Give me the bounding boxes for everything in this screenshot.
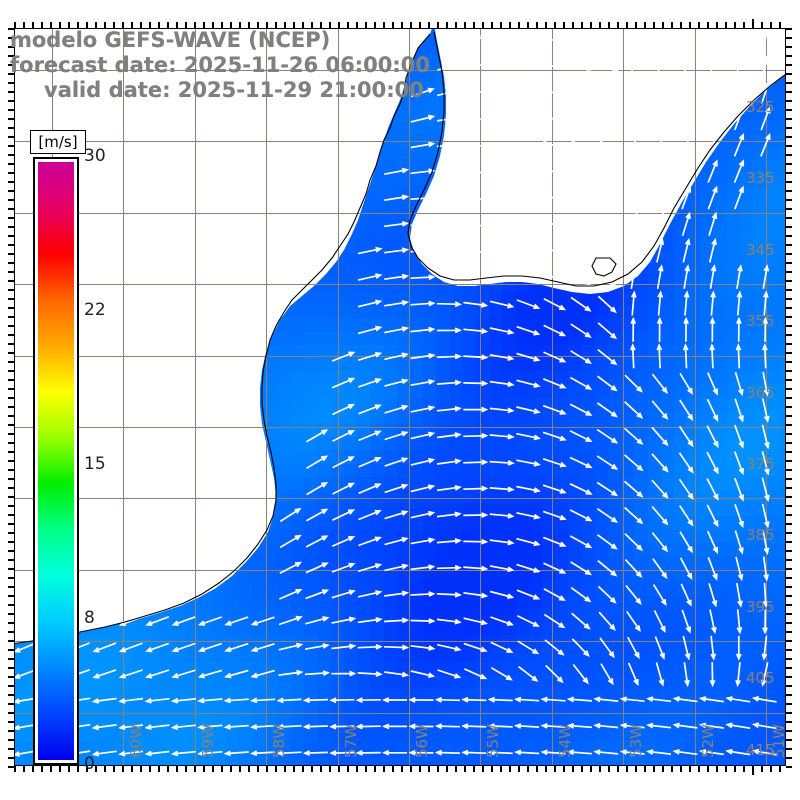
latitude-label-405: 405: [746, 669, 775, 688]
right-axis-ticks: [786, 28, 796, 768]
colorbar-gradient: [38, 162, 74, 760]
latitude-label-395: 395: [746, 597, 775, 616]
map-plot-area[interactable]: [14, 28, 786, 766]
longitude-label-55W: 55W: [484, 724, 503, 758]
latitude-label-355: 355: [746, 312, 775, 331]
longitude-label-58W: 58W: [270, 724, 289, 758]
colorbar-box: [33, 157, 79, 765]
latitude-label-385: 385: [746, 526, 775, 545]
colorbar-tick-22: 22: [84, 300, 106, 320]
colorbar-tick-15: 15: [84, 454, 106, 474]
colorbar-tick-0: 0: [84, 754, 95, 774]
latitude-label-365: 365: [746, 383, 775, 402]
colorbar-tick-30: 30: [84, 146, 106, 166]
longitude-label-52W: 52W: [698, 724, 717, 758]
bottom-axis-ticks: [14, 766, 786, 776]
latitude-label-375: 375: [746, 455, 775, 473]
windspeed-raster: [14, 28, 786, 766]
longitude-label-59W: 59W: [198, 724, 217, 758]
longitude-label-54W: 54W: [555, 724, 574, 758]
colorbar[interactable]: [33, 157, 79, 765]
colorbar-tick-8: 8: [84, 608, 95, 629]
latitude-label-415: 415: [746, 740, 775, 759]
latitude-label-335: 335: [746, 169, 775, 188]
longitude-label-60W: 60W: [127, 724, 146, 758]
longitude-label-56W: 56W: [413, 724, 431, 758]
longitude-label-57W: 57W: [341, 724, 360, 758]
latitude-label-345: 345: [746, 240, 775, 259]
colorbar-unit-label: [m/s]: [30, 130, 86, 154]
longitude-label-53W: 53W: [627, 724, 646, 758]
latitude-label-325: 325: [746, 98, 775, 116]
